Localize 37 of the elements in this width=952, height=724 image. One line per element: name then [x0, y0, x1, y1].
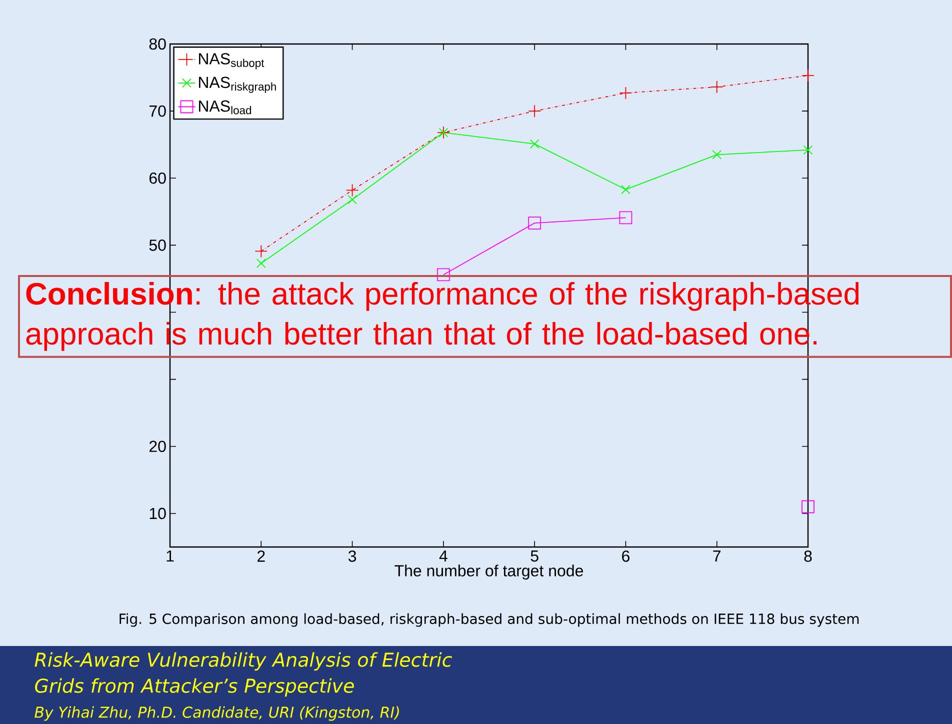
point [528, 104, 542, 118]
legend-label: $\mathrm{NAS}_{\mathrm{load}}$ [199, 100, 252, 114]
y-tick-label: 20 [149, 440, 166, 452]
y-tick-label: 10 [150, 508, 166, 520]
point [803, 145, 813, 155]
caption: Fig. 5 Comparison among load-based, riskgraph-based and sub-optimal methods on IEEE 118 bus system [120, 613, 859, 627]
point [254, 244, 268, 258]
x-tick-label: 8 [804, 550, 812, 562]
x-tick-label: 1 [166, 550, 174, 562]
x-tick-label: 3 [348, 550, 356, 562]
point [802, 500, 814, 514]
point [619, 211, 632, 224]
point [528, 216, 542, 230]
text: Risk-Aware Vulnerability Analysis of Electric Grids from Attacker’s Perspective [34, 652, 452, 697]
x-tick-label: 6 [622, 550, 630, 562]
point [436, 268, 450, 282]
point [346, 184, 359, 197]
text: By Yihai Zhu, Ph.D. Candidate, URI (Kingston, RI) [34, 706, 399, 721]
x-axis-title: The number of target node [394, 564, 583, 580]
x-tick-label: 4 [439, 550, 448, 562]
y-tick-label: 80 [149, 38, 166, 50]
point [256, 258, 266, 268]
y-tick-label: 50 [149, 240, 166, 251]
point [621, 184, 630, 194]
point [712, 150, 722, 160]
y-tick-label: 60 [149, 172, 166, 184]
point [530, 139, 540, 149]
x-tick-label: 2 [258, 550, 265, 562]
x-tick-label: 5 [530, 550, 538, 562]
y-tick-label: 70 [150, 105, 166, 117]
point [710, 80, 724, 94]
point [348, 194, 357, 204]
legend-label: $\mathrm{NAS}_{\mathrm{riskgraph}}$ [199, 76, 276, 93]
point [619, 86, 632, 100]
legend-label: $\mathrm{NAS}_{\mathrm{subopt}}$ [199, 53, 264, 70]
x-tick-label: 7 [713, 550, 721, 562]
point [802, 69, 814, 82]
